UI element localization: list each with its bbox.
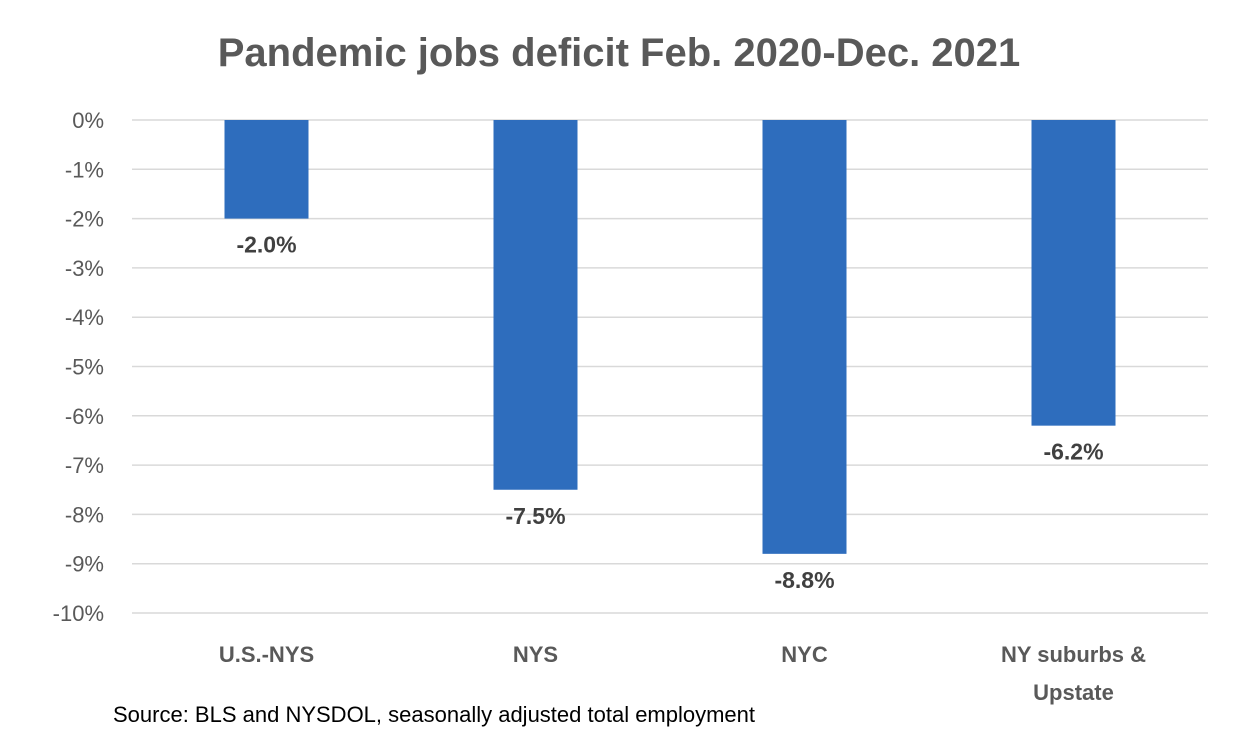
bar — [224, 120, 309, 219]
x-axis: U.S.-NYS NYS NYC NY suburbs & Upstate — [219, 642, 1146, 705]
y-tick-label: -8% — [65, 502, 104, 527]
y-tick-label: -6% — [65, 404, 104, 429]
category-label: NYC — [781, 642, 828, 667]
data-label: -2.0% — [236, 232, 296, 258]
y-tick-label: -1% — [65, 157, 104, 182]
data-label: -6.2% — [1043, 439, 1103, 465]
bars — [224, 120, 1116, 554]
y-axis: 0% -1% -2% -3% -4% -5% -6% -7% -8% -9% -10% — [53, 108, 104, 626]
bar — [493, 120, 578, 490]
y-tick-label: -9% — [65, 552, 104, 577]
y-tick-label: -5% — [65, 355, 104, 380]
category-label: Upstate — [1033, 680, 1114, 705]
y-tick-label: 0% — [72, 108, 104, 133]
y-tick-label: -7% — [65, 453, 104, 478]
data-labels: -2.0% -7.5% -8.8% -6.2% — [236, 232, 1103, 593]
category-label: NY suburbs & — [1001, 642, 1146, 667]
y-tick-label: -4% — [65, 305, 104, 330]
category-label: U.S.-NYS — [219, 642, 314, 667]
y-tick-label: -10% — [53, 601, 104, 626]
bar — [1031, 120, 1116, 426]
data-label: -8.8% — [774, 567, 834, 593]
data-label: -7.5% — [505, 503, 565, 529]
y-tick-label: -3% — [65, 256, 104, 281]
source-note: Source: BLS and NYSDOL, seasonally adjus… — [113, 702, 755, 727]
bar — [762, 120, 847, 554]
y-tick-label: -2% — [65, 207, 104, 232]
chart-title: Pandemic jobs deficit Feb. 2020-Dec. 202… — [218, 31, 1021, 75]
category-label: NYS — [513, 642, 558, 667]
gridlines — [132, 119, 1208, 614]
